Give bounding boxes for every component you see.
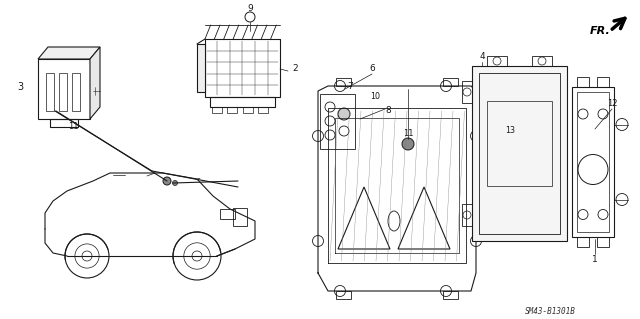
Bar bbox=[443, 291, 458, 299]
Text: 10: 10 bbox=[370, 93, 380, 101]
Text: 11: 11 bbox=[68, 122, 78, 131]
Bar bbox=[479, 73, 560, 234]
Bar bbox=[597, 237, 609, 247]
Bar bbox=[336, 78, 351, 86]
Text: 11: 11 bbox=[403, 130, 413, 138]
Bar bbox=[472, 66, 567, 241]
Bar bbox=[50, 119, 78, 127]
Text: 13: 13 bbox=[505, 127, 515, 136]
Bar bbox=[38, 59, 90, 119]
Bar bbox=[259, 107, 269, 113]
Bar bbox=[572, 87, 614, 237]
Text: 9: 9 bbox=[247, 4, 253, 13]
Circle shape bbox=[402, 138, 414, 150]
Bar bbox=[487, 56, 507, 66]
Bar bbox=[243, 107, 253, 113]
Text: 7: 7 bbox=[347, 83, 353, 92]
Bar bbox=[320, 94, 355, 149]
Polygon shape bbox=[90, 47, 100, 119]
Bar bbox=[577, 92, 609, 232]
Polygon shape bbox=[38, 47, 100, 59]
Circle shape bbox=[173, 181, 177, 186]
Circle shape bbox=[338, 108, 350, 120]
Bar bbox=[227, 107, 237, 113]
Text: 6: 6 bbox=[369, 64, 375, 73]
Bar bbox=[210, 97, 275, 107]
Bar bbox=[72, 73, 80, 111]
Text: 1: 1 bbox=[592, 255, 598, 263]
Bar bbox=[577, 237, 589, 247]
Text: 12: 12 bbox=[607, 100, 617, 108]
Circle shape bbox=[163, 177, 171, 185]
Text: 3: 3 bbox=[17, 82, 23, 92]
Bar bbox=[487, 101, 552, 186]
Text: 2: 2 bbox=[292, 64, 298, 73]
Bar bbox=[532, 56, 552, 66]
Text: 8: 8 bbox=[385, 107, 391, 115]
Bar bbox=[205, 39, 280, 97]
Bar bbox=[336, 291, 351, 299]
Text: 4: 4 bbox=[479, 53, 485, 62]
Bar bbox=[233, 208, 247, 226]
Bar bbox=[46, 73, 54, 111]
Bar bbox=[197, 44, 205, 92]
Text: FR.: FR. bbox=[590, 26, 611, 36]
Bar bbox=[462, 204, 472, 226]
Bar bbox=[597, 77, 609, 87]
Text: SM43-B1301B: SM43-B1301B bbox=[525, 307, 575, 315]
Bar bbox=[462, 81, 472, 103]
Bar bbox=[212, 107, 222, 113]
Bar bbox=[577, 77, 589, 87]
Bar bbox=[443, 78, 458, 86]
Bar bbox=[59, 73, 67, 111]
